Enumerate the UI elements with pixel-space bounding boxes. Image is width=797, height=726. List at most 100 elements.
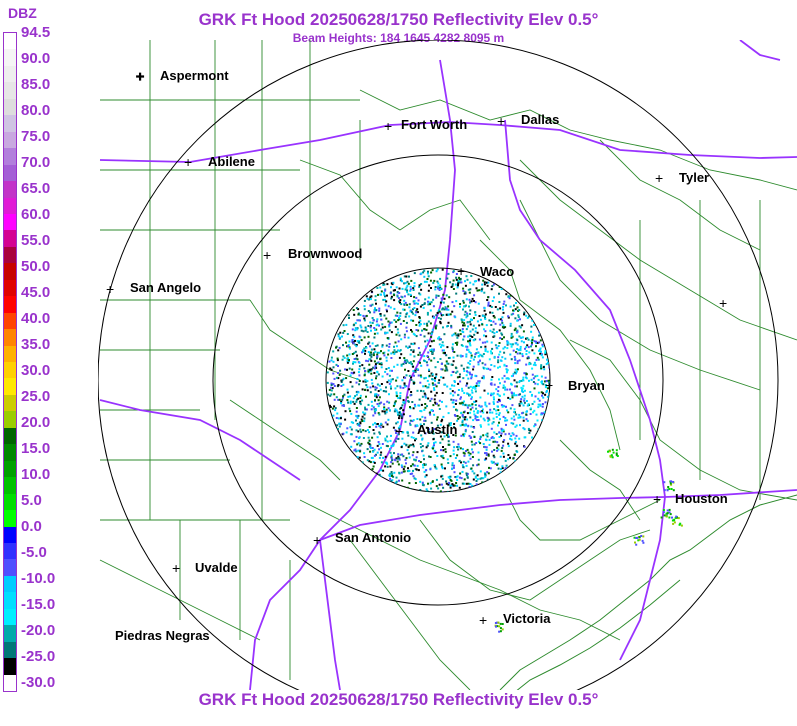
echo-pixel	[410, 376, 412, 379]
echo-pixel	[484, 330, 487, 333]
echo-pixel	[428, 383, 431, 386]
echo-pixel	[491, 376, 494, 378]
echo-pixel	[430, 487, 433, 490]
echo-pixel	[453, 471, 456, 474]
echo-pixel	[505, 423, 507, 426]
echo-pixel	[386, 435, 388, 438]
echo-pixel	[375, 320, 378, 323]
echo-pixel	[392, 475, 395, 478]
echo-pixel	[462, 448, 464, 451]
echo-pixel	[489, 350, 492, 353]
echo-pixel	[426, 322, 428, 325]
echo-pixel	[367, 441, 370, 444]
color-swatch	[4, 378, 16, 396]
echo-pixel	[441, 467, 444, 470]
echo-pixel	[376, 318, 379, 321]
echo-pixel	[384, 461, 387, 464]
echo-pixel	[460, 434, 463, 437]
echo-pixel	[428, 491, 431, 492]
echo-pixel	[456, 479, 459, 481]
echo-pixel	[371, 303, 374, 306]
echo-pixel	[440, 431, 443, 434]
echo-pixel	[458, 416, 461, 419]
echo-pixel	[392, 443, 395, 446]
echo-pixel	[462, 324, 465, 327]
color-swatch	[4, 230, 16, 248]
echo-pixel	[514, 437, 517, 440]
echo-pixel	[342, 377, 345, 380]
echo-pixel	[444, 383, 447, 386]
echo-pixel	[384, 325, 387, 328]
echo-pixel	[376, 357, 378, 360]
echo-pixel	[357, 391, 360, 394]
echo-pixel	[498, 342, 501, 344]
echo-pixel	[525, 376, 527, 379]
echo-pixel	[327, 393, 330, 396]
echo-pixel	[357, 308, 360, 311]
echo-pixel	[456, 341, 459, 344]
echo-pixel	[395, 345, 398, 348]
echo-pixel	[365, 314, 368, 317]
echo-pixel	[371, 447, 374, 449]
echo-pixel	[453, 305, 456, 308]
echo-pixel	[452, 466, 455, 469]
echo-pixel	[610, 454, 613, 457]
range-ring-inner	[325, 267, 551, 493]
echo-pixel	[437, 287, 440, 290]
echo-pixel	[463, 482, 466, 485]
echo-pixel	[362, 380, 365, 383]
echo-pixel	[400, 364, 403, 367]
echo-pixel	[482, 417, 485, 420]
echo-pixel	[378, 443, 381, 446]
echo-pixel	[542, 412, 545, 415]
echo-pixel	[409, 288, 412, 291]
echo-pixel	[479, 359, 481, 362]
echo-pixel	[416, 308, 419, 311]
echo-pixel	[458, 276, 460, 279]
echo-pixel	[457, 282, 460, 285]
echo-pixel	[494, 440, 497, 443]
echo-pixel	[518, 380, 521, 382]
echo-pixel	[370, 368, 373, 371]
echo-pixel	[515, 372, 517, 375]
echo-pixel	[530, 343, 533, 346]
echo-pixel	[377, 399, 380, 402]
echo-pixel	[380, 290, 383, 293]
svg-text:+: +	[136, 68, 144, 84]
echo-pixel	[460, 477, 463, 480]
echo-pixel	[384, 289, 387, 292]
echo-pixel	[485, 281, 488, 284]
echo-pixel	[378, 473, 381, 476]
echo-pixel	[359, 402, 362, 404]
echo-pixel	[458, 476, 461, 479]
echo-pixel	[515, 424, 518, 427]
echo-pixel	[333, 377, 336, 380]
echo-pixel	[443, 308, 446, 311]
echo-pixel	[437, 404, 440, 407]
echo-pixel	[364, 406, 366, 409]
echo-pixel	[522, 376, 525, 379]
echo-pixel	[463, 313, 466, 316]
echo-pixel	[413, 285, 416, 288]
echo-pixel	[476, 410, 479, 412]
echo-pixel	[406, 486, 409, 489]
echo-pixel	[425, 488, 428, 491]
echo-pixel	[448, 477, 451, 479]
echo-pixel	[374, 399, 376, 402]
echo-pixel	[502, 386, 505, 389]
echo-pixel	[389, 448, 391, 450]
echo-pixel	[528, 379, 530, 382]
echo-pixel	[459, 380, 462, 383]
echo-pixel	[423, 463, 426, 466]
echo-pixel	[372, 385, 375, 388]
echo-pixel	[477, 440, 480, 443]
echo-pixel	[445, 313, 448, 316]
echo-pixel	[507, 316, 510, 319]
echo-pixel	[349, 400, 352, 403]
echo-pixel	[374, 350, 377, 353]
echo-pixel	[367, 335, 370, 338]
echo-pixel	[540, 412, 543, 415]
echo-pixel	[429, 468, 432, 471]
echo-pixel	[438, 310, 441, 313]
echo-pixel	[438, 399, 441, 402]
